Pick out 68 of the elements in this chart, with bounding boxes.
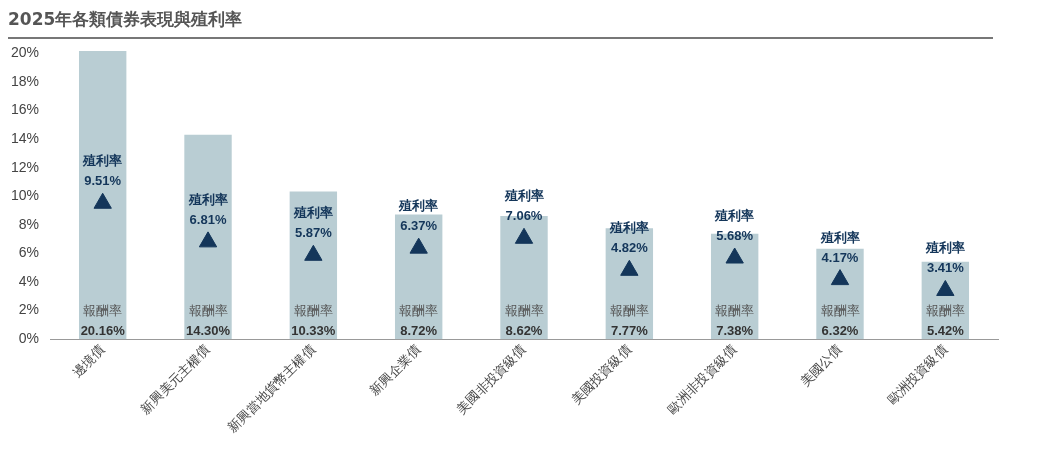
data-label: 7.06% <box>505 208 543 224</box>
point <box>93 192 112 209</box>
data-label: 7.38% <box>716 323 754 339</box>
data-label: 20.16% <box>80 323 126 339</box>
text: 報酬率 <box>609 303 649 319</box>
data-label: 7.77% <box>610 323 649 339</box>
data-label: 4.82% <box>610 240 649 256</box>
data-label: 9.51% <box>84 173 122 189</box>
bar <box>78 50 127 340</box>
y-tick-label: 18% <box>10 72 40 89</box>
point <box>198 231 218 248</box>
text: 殖利率 <box>609 220 649 236</box>
x-tick-label: 新興企業債 <box>366 341 424 399</box>
text: 報酬率 <box>293 303 333 319</box>
data-label: 8.72% <box>400 323 438 339</box>
data-label: 5.68% <box>716 228 754 244</box>
data-label: 4.17% <box>821 249 859 265</box>
text: 殖利率 <box>925 240 965 256</box>
chart-title: 2025年各類債券表現與殖利率 <box>8 8 993 39</box>
point <box>725 247 744 264</box>
data-label: 5.87% <box>294 225 333 241</box>
y-tick-label: 20% <box>10 44 40 61</box>
y-tick-label: 10% <box>10 187 40 204</box>
text: 報酬率 <box>504 303 544 319</box>
x-tick-label: 美國非投資級債 <box>453 341 529 417</box>
series-label: 報酬率 <box>925 303 965 319</box>
x-tick-label: 新興美元主權債 <box>137 341 213 417</box>
text: 殖利率 <box>820 229 860 245</box>
text: 報酬率 <box>820 303 860 319</box>
point <box>936 279 955 296</box>
text: 報酬率 <box>715 303 755 319</box>
y-tick-label: 2% <box>18 301 40 318</box>
y-tick-label: 6% <box>18 244 40 261</box>
text: 殖利率 <box>293 205 333 221</box>
y-tick-label: 4% <box>18 272 40 289</box>
data-label: 10.33% <box>291 323 336 339</box>
y-tick-label: 14% <box>10 129 40 146</box>
text: 報酬率 <box>83 303 123 319</box>
x-tick-label: 新興當地貨幣主權債 <box>224 341 318 436</box>
text: 殖利率 <box>399 198 439 214</box>
x-tick-label: 美國公債 <box>797 341 845 390</box>
text: 報酬率 <box>188 303 228 319</box>
data-label: 3.41% <box>926 260 965 276</box>
x-tick-label: 邊境債 <box>69 341 108 380</box>
point <box>304 244 323 261</box>
text: 殖利率 <box>188 191 228 207</box>
data-label: 6.81% <box>189 211 227 227</box>
data-label: 5.42% <box>926 323 965 339</box>
x-tick-label: 歐洲投資級債 <box>884 341 950 408</box>
data-label: 14.30% <box>185 323 231 339</box>
data-label: 8.62% <box>505 323 543 339</box>
text: 殖利率 <box>82 153 123 169</box>
bar <box>184 134 232 340</box>
y-tick-label: 8% <box>18 215 40 232</box>
y-tick-label: 0% <box>18 330 40 347</box>
y-tick-label: 16% <box>10 101 40 118</box>
text: 報酬率 <box>399 303 439 319</box>
point <box>830 269 850 286</box>
y-tick-label: 12% <box>10 158 40 175</box>
point <box>409 237 428 254</box>
point <box>620 259 639 276</box>
x-tick-label: 美國投資級債 <box>568 341 634 408</box>
data-label: 6.32% <box>821 323 859 339</box>
text: 殖利率 <box>504 188 544 204</box>
data-label: 6.37% <box>400 218 438 234</box>
x-tick-label: 歐洲非投資級債 <box>664 341 740 417</box>
point <box>514 227 534 244</box>
text: 殖利率 <box>715 208 755 224</box>
